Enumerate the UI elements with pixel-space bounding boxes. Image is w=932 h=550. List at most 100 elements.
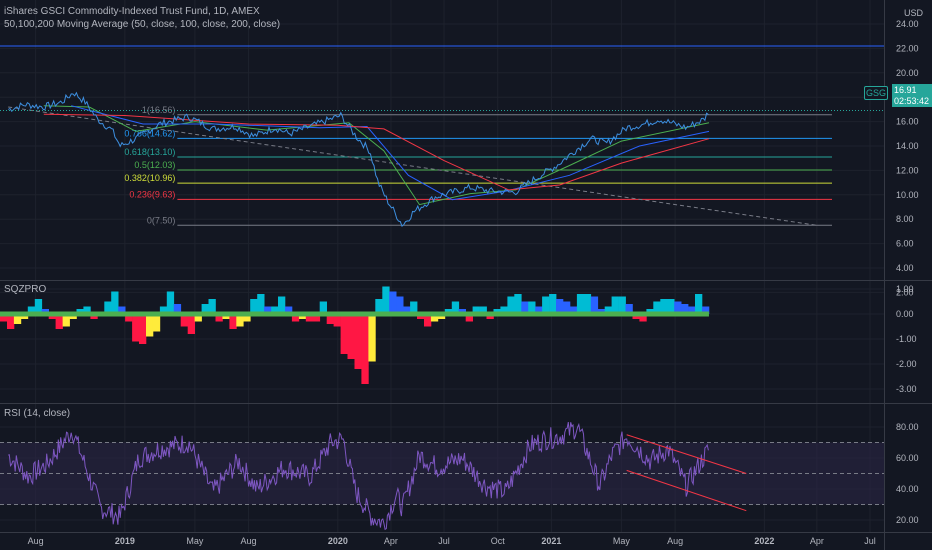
sqzpro-histogram-bar — [424, 314, 432, 327]
sqzpro-histogram-bar — [319, 301, 327, 314]
sqzpro-histogram-bar — [278, 296, 286, 314]
fib-level-label: 0.618(13.10) — [124, 147, 175, 157]
sqzpro-histogram-bar — [410, 301, 418, 314]
sqzpro-histogram-bar — [479, 306, 487, 314]
sqzpro-histogram-bar — [139, 314, 147, 344]
price-axis-tick: 24.00 — [896, 19, 919, 29]
trendline — [8, 106, 817, 226]
sqzpro-histogram-bar — [62, 314, 70, 327]
rsi-channel-lower — [626, 469, 747, 512]
sqzpro-histogram-bar — [618, 296, 626, 314]
sqzpro-histogram-bar — [695, 294, 703, 314]
sqzpro-histogram-bar — [507, 296, 515, 314]
fib-level-label: 0.236(9.63) — [129, 189, 175, 199]
sqzpro-histogram-bar — [173, 304, 182, 314]
price-axis-tick: 8.00 — [896, 214, 914, 224]
sqzpro-histogram-bar — [583, 294, 592, 314]
sqzpro-histogram-bar — [674, 301, 682, 314]
rsi-line — [8, 422, 709, 531]
sqzpro-histogram-bar — [382, 286, 390, 314]
fib-level-label: 1(16.56) — [142, 105, 176, 115]
sqzpro-histogram-bar — [514, 294, 522, 314]
sqzpro-histogram-bar — [271, 306, 279, 314]
sqzpro-histogram-bar — [132, 314, 140, 342]
time-axis-label: 2020 — [328, 536, 348, 546]
sqzpro-histogram-bar — [549, 294, 557, 314]
ticker-symbol-badge[interactable]: GSG — [864, 86, 888, 100]
sqzpro-histogram-bar — [611, 296, 619, 314]
sqzpro-histogram-bar — [201, 304, 209, 314]
sqzpro-histogram-bar — [215, 314, 223, 322]
time-axis-label: Apr — [810, 536, 824, 546]
sqzpro-histogram-bar — [625, 304, 633, 314]
chart-title: iShares GSCI Commodity-Indexed Trust Fun… — [4, 6, 260, 17]
time-axis-label: May — [186, 536, 204, 546]
sqzpro-histogram-bar — [340, 314, 348, 354]
sqzpro-histogram-bar — [146, 314, 154, 337]
price-axis-tick: 22.00 — [896, 43, 919, 53]
sqzpro-histogram-bar — [285, 306, 293, 314]
sqzpro-histogram-bar — [0, 314, 8, 322]
price-axis-tick: 4.00 — [896, 263, 914, 273]
sqzpro-histogram-bar — [590, 296, 599, 314]
sqz-axis-tick: 0.00 — [896, 309, 914, 319]
sqzpro-histogram-bar — [535, 306, 543, 314]
sqzpro-histogram-bar — [194, 314, 202, 322]
fib-level-label: 0.5(12.03) — [134, 160, 175, 170]
moving-average-line — [71, 105, 710, 201]
sqzpro-histogram-bar — [521, 301, 529, 314]
sqz-axis-tick: -2.00 — [896, 359, 917, 369]
ma-indicator-label[interactable]: 50,100,200 Moving Average (50, close, 10… — [4, 19, 281, 30]
sqzpro-histogram-bar — [333, 314, 341, 327]
rsi-axis-tick: 20.00 — [896, 515, 919, 525]
sqzpro-histogram-bar — [354, 314, 362, 369]
moving-average-line — [43, 113, 710, 191]
fib-level-label: 0(7.50) — [147, 215, 176, 225]
sqzpro-histogram-bar — [13, 314, 22, 324]
time-axis-label: Oct — [491, 536, 506, 546]
sqzpro-histogram-bar — [118, 306, 126, 314]
sqzpro-histogram-bar — [250, 299, 258, 314]
sqzpro-histogram-bar — [451, 301, 460, 314]
sqzpro-histogram-bar — [542, 296, 550, 314]
sqzpro-histogram-bar — [347, 314, 355, 359]
sqzpro-histogram-bar — [125, 314, 133, 322]
price-axis-tick: 12.00 — [896, 165, 919, 175]
sqzpro-histogram-bar — [569, 306, 578, 314]
sqzpro-histogram-bar — [83, 306, 91, 314]
sqzpro-histogram-bar — [159, 306, 168, 314]
sqzpro-histogram-bar — [7, 314, 15, 329]
sqzpro-histogram-bar — [208, 299, 216, 314]
price-axis-tick: 16.00 — [896, 117, 919, 127]
sqzpro-histogram-bar — [500, 306, 508, 314]
time-axis-label: May — [613, 536, 631, 546]
time-axis-label: Jul — [864, 536, 876, 546]
sqzpro-histogram-bar — [243, 314, 251, 322]
sqzpro-histogram-bar — [528, 301, 536, 314]
price-axis-tick: 14.00 — [896, 141, 919, 151]
price-line — [7, 91, 709, 228]
moving-average-line — [43, 105, 710, 206]
sqzpro-squeeze-dots — [0, 311, 709, 317]
sqzpro-histogram-bar — [111, 291, 119, 314]
sqzpro-histogram-bar — [465, 314, 473, 322]
price-axis-tick: 2.00 — [896, 287, 914, 297]
sqzpro-histogram-bar — [104, 301, 112, 314]
sqzpro-histogram-bar — [55, 314, 63, 329]
price-axis-tick: 10.00 — [896, 190, 919, 200]
sqzpro-histogram-bar — [604, 306, 612, 314]
sqzpro-histogram-bar — [556, 299, 564, 314]
sqzpro-histogram-bar — [166, 291, 175, 314]
sqzpro-histogram-bar — [653, 301, 661, 314]
sqzpro-histogram-bar — [430, 314, 439, 322]
sqzpro-histogram-bar — [229, 314, 237, 329]
price-axis-tick: 6.00 — [896, 239, 914, 249]
currency-label: USD — [904, 8, 924, 18]
rsi-indicator-label[interactable]: RSI (14, close) — [4, 408, 71, 419]
sqzpro-histogram-bar — [667, 299, 675, 314]
rsi-channel-upper — [626, 434, 747, 474]
sqzpro-histogram-bar — [305, 314, 314, 322]
sqzpro-histogram-bar — [27, 306, 36, 314]
sqzpro-indicator-label[interactable]: SQZPRO — [4, 284, 47, 295]
